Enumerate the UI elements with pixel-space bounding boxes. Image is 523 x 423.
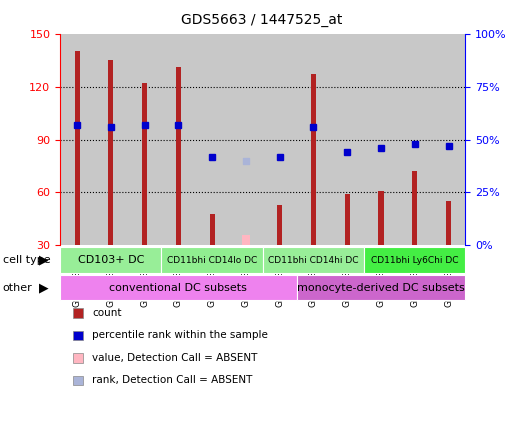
Bar: [74, 52, 79, 245]
Bar: [364, 34, 398, 245]
Text: count: count: [92, 308, 121, 318]
Bar: [195, 34, 229, 245]
Text: ▶: ▶: [39, 281, 48, 294]
Text: CD11bhi CD14lo DC: CD11bhi CD14lo DC: [167, 255, 257, 265]
Bar: [242, 235, 249, 245]
Bar: [297, 34, 331, 245]
Bar: [345, 194, 350, 245]
Bar: [94, 34, 128, 245]
Bar: [60, 34, 94, 245]
Text: cell type: cell type: [3, 255, 50, 265]
Text: other: other: [3, 283, 32, 293]
Bar: [398, 34, 431, 245]
Bar: [210, 214, 214, 245]
Text: CD11bhi CD14hi DC: CD11bhi CD14hi DC: [268, 255, 359, 265]
Text: conventional DC subsets: conventional DC subsets: [109, 283, 247, 293]
Bar: [229, 34, 263, 245]
Bar: [311, 74, 316, 245]
Bar: [128, 34, 162, 245]
Bar: [108, 60, 113, 245]
Text: CD103+ DC: CD103+ DC: [77, 255, 144, 265]
Bar: [446, 201, 451, 245]
Bar: [142, 83, 147, 245]
Bar: [263, 34, 297, 245]
Text: GDS5663 / 1447525_at: GDS5663 / 1447525_at: [181, 13, 342, 27]
Bar: [176, 67, 181, 245]
Bar: [331, 34, 364, 245]
Text: monocyte-derived DC subsets: monocyte-derived DC subsets: [297, 283, 465, 293]
Text: ▶: ▶: [39, 254, 48, 266]
Bar: [379, 191, 383, 245]
Text: value, Detection Call = ABSENT: value, Detection Call = ABSENT: [92, 353, 257, 363]
Text: rank, Detection Call = ABSENT: rank, Detection Call = ABSENT: [92, 375, 253, 385]
Bar: [431, 34, 465, 245]
Text: percentile rank within the sample: percentile rank within the sample: [92, 330, 268, 341]
Text: CD11bhi Ly6Chi DC: CD11bhi Ly6Chi DC: [371, 255, 459, 265]
Bar: [412, 171, 417, 245]
Bar: [162, 34, 195, 245]
Bar: [277, 205, 282, 245]
